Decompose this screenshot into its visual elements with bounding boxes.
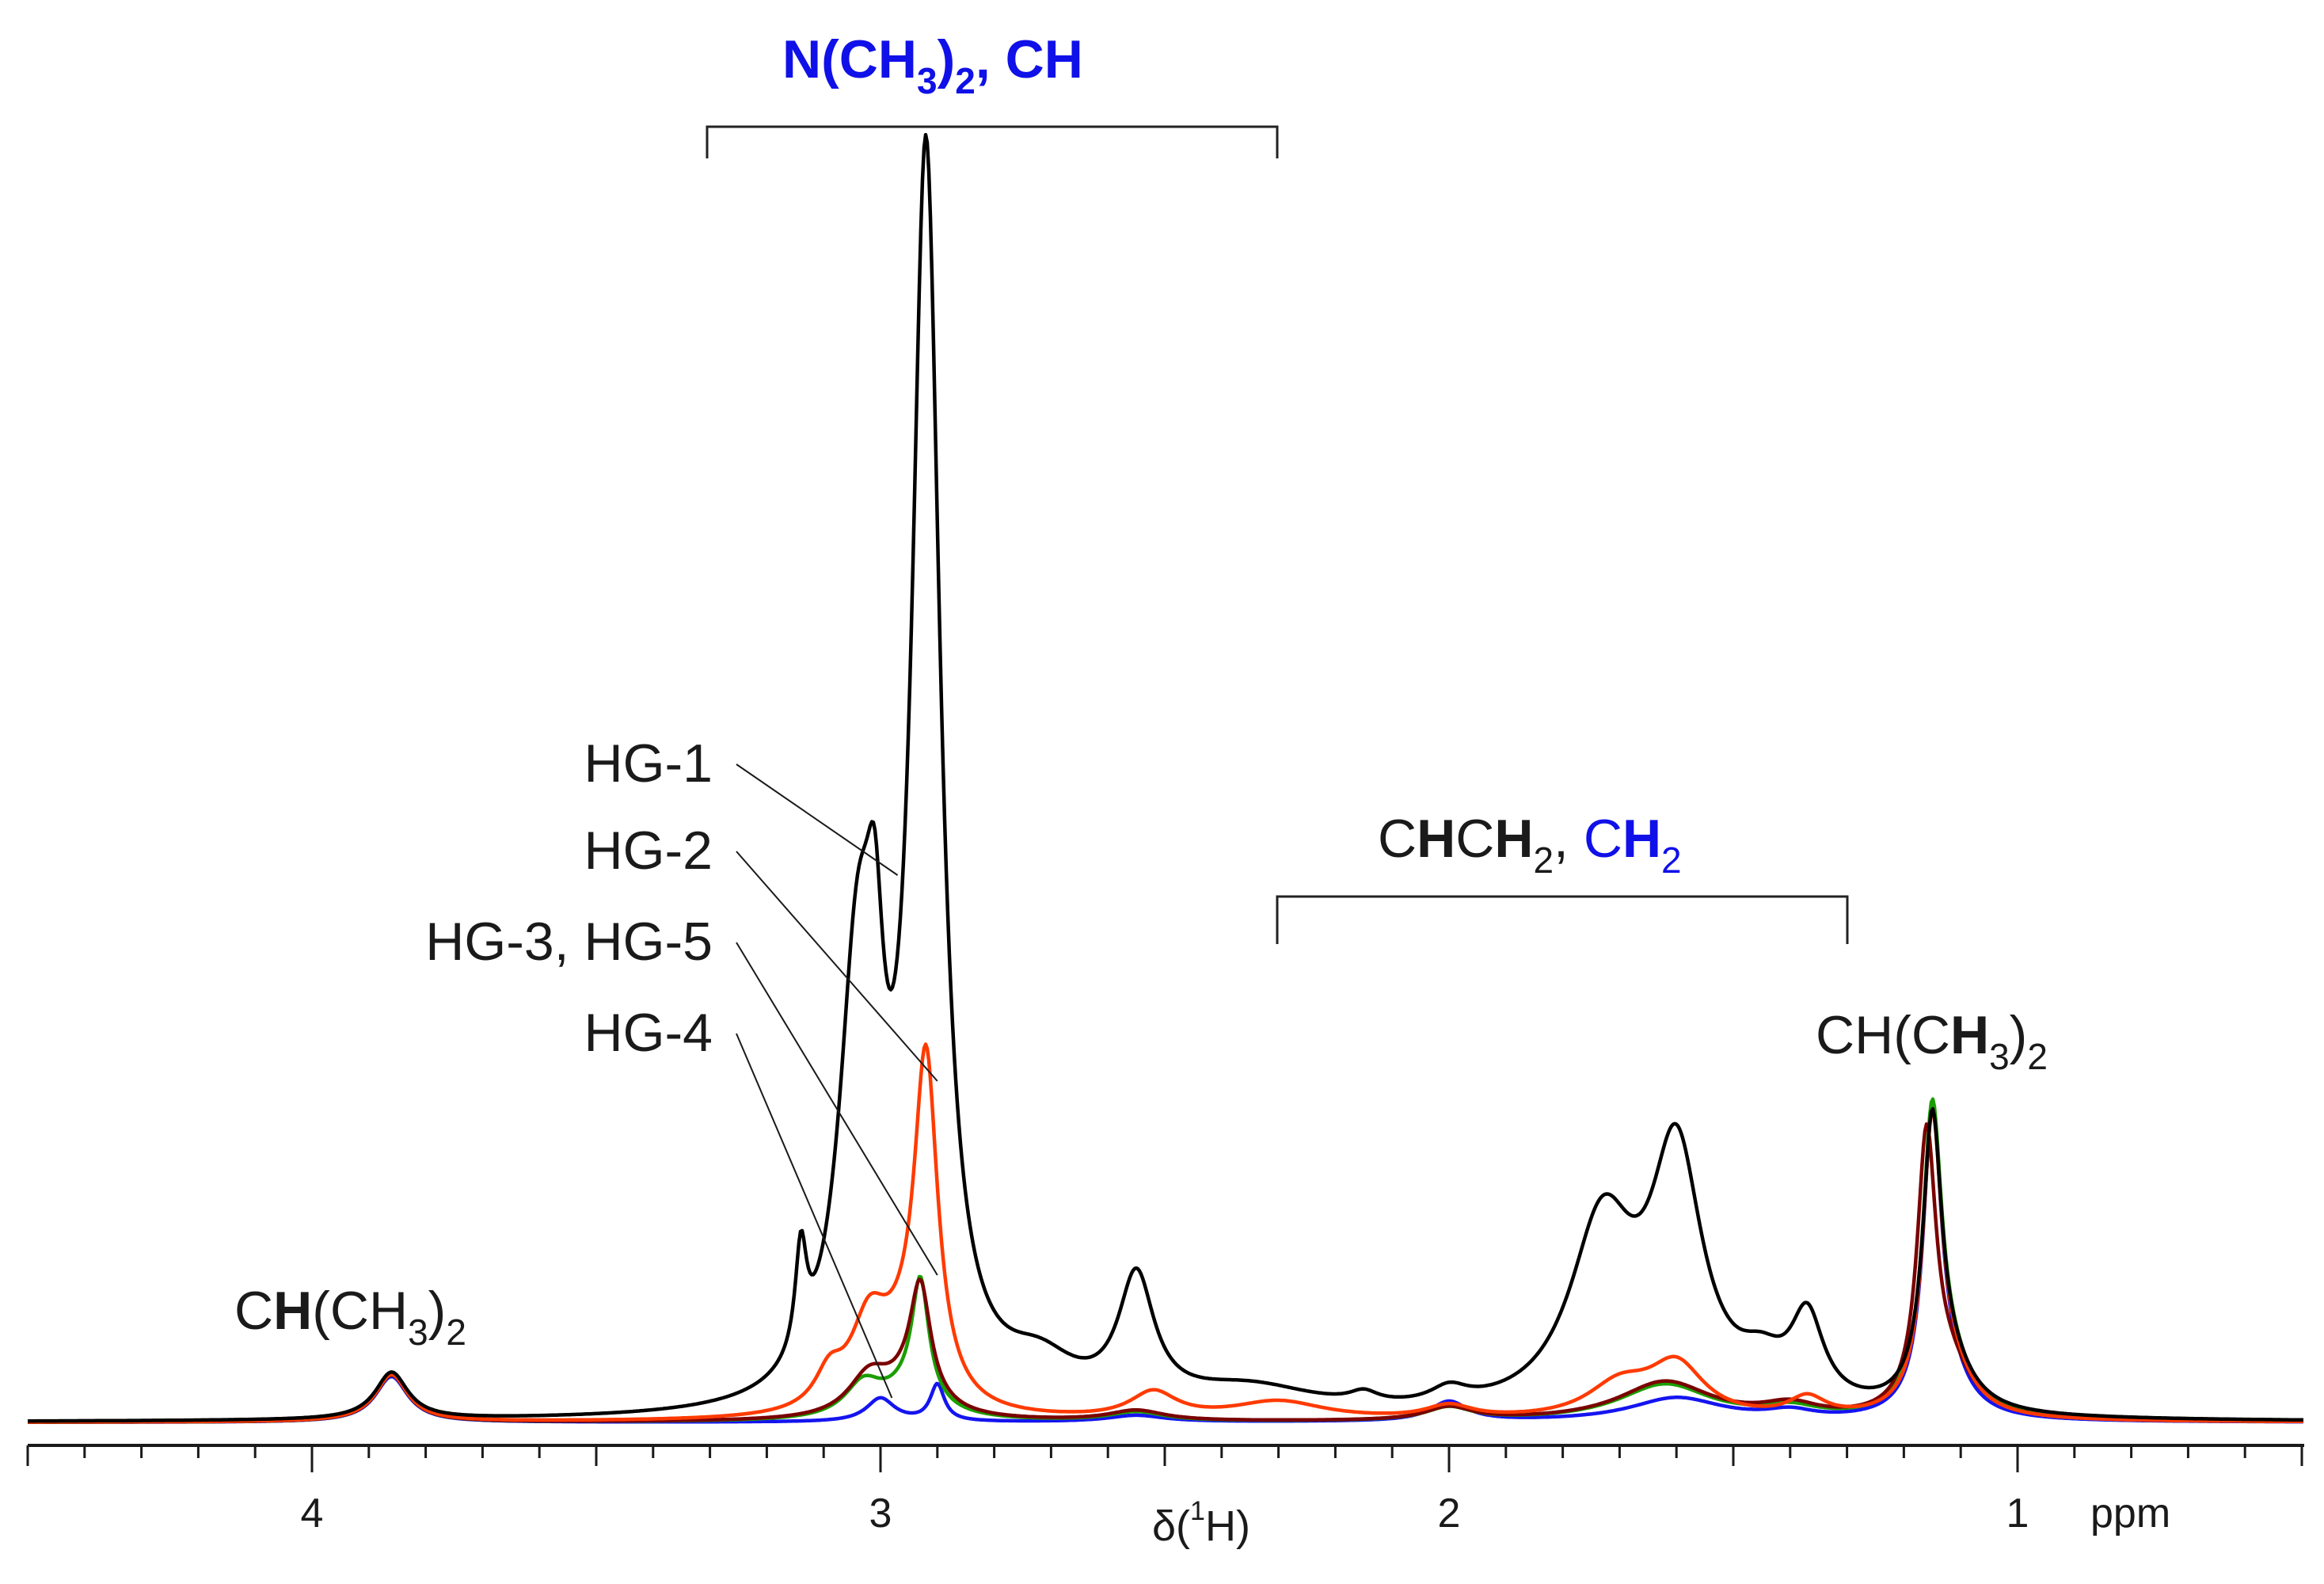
x-axis-title: δ(1H) [1152,1496,1250,1550]
x-tick-label: 3 [869,1491,892,1536]
legend-leader-line [736,851,938,1082]
legend-label: HG-1 [584,733,713,794]
x-axis: 4 3 2 1 [26,1444,2304,1536]
spectrum-line-hg-3-hg-5 [27,1097,2304,1424]
mid-bracket [1276,895,1849,944]
series-legend: HG-1 HG-2 HG-3, HG-5 HG-4 [425,733,938,1399]
x-tick-label: 2 [1438,1491,1461,1536]
x-tick-label: 4 [301,1491,324,1536]
right-peak-label: CH(CH3)2 [1816,1005,2048,1077]
top-bracket-label: N(CH3)2, CH [782,29,1083,101]
legend-leader-line [736,763,899,876]
x-axis-ticks: 4 3 2 1 [26,1445,2303,1536]
x-tick-label: 1 [2006,1491,2029,1536]
spectrum-line-hg-4 [27,1102,2304,1424]
legend-leader-line [736,1033,893,1399]
spectrum-traces [27,132,2304,1424]
spectrum-line-hg-1 [27,132,2304,1423]
legend-label: HG-4 [584,1003,713,1063]
spectrum-line-hg-3-hg-5-dark-red- [27,1122,2304,1424]
top-bracket [706,125,1279,158]
legend-label: HG-3, HG-5 [425,912,713,972]
left-peak-label: CH(CH3)2 [234,1281,466,1353]
legend-label: HG-2 [584,821,713,881]
legend-leader-line [736,942,938,1276]
mid-bracket-label: CHCH2, CH2 [1378,809,1682,881]
x-axis-unit: ppm [2090,1491,2170,1536]
spectrum-line-hg-2 [27,1042,2304,1424]
